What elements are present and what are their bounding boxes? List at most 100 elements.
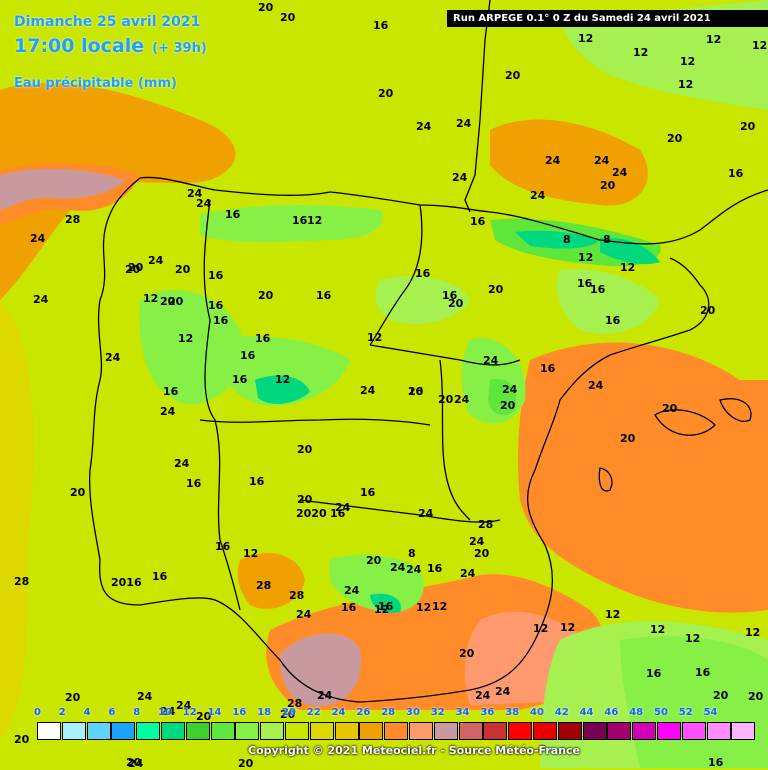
contour-label: 24 bbox=[456, 117, 472, 130]
contour-label: 28 bbox=[287, 697, 303, 710]
contour-label: 28 bbox=[256, 579, 272, 592]
legend-color-box bbox=[136, 722, 161, 740]
contour-label: 24 bbox=[406, 563, 422, 576]
contour-label: 16 bbox=[215, 540, 231, 553]
contour-label: 24 bbox=[317, 689, 333, 702]
legend-tick-label: 22 bbox=[306, 707, 321, 718]
contour-label: 12 bbox=[680, 55, 696, 68]
legend-color-box bbox=[533, 722, 557, 740]
contour-label: 20 bbox=[14, 733, 30, 746]
legend-tick-label: 48 bbox=[629, 707, 644, 718]
contour-label: 16 bbox=[695, 666, 711, 679]
legend-tick-label: 20 bbox=[282, 707, 296, 718]
legend-color-box bbox=[632, 722, 657, 740]
contour-label: 20 bbox=[126, 756, 142, 769]
legend-color-box bbox=[86, 722, 111, 740]
contour-label: 12 bbox=[605, 608, 621, 621]
contour-label: 12 bbox=[685, 632, 701, 645]
contour-label: 20 bbox=[280, 708, 296, 721]
contour-label: 24 bbox=[160, 405, 176, 418]
contour-label: 20 bbox=[258, 289, 274, 302]
contour-label: 16 bbox=[152, 570, 168, 583]
contour-label: 12 bbox=[578, 251, 594, 264]
date-title: Dimanche 25 avril 2021 bbox=[14, 14, 201, 30]
contour-label: 20 bbox=[459, 647, 475, 660]
legend-color-box bbox=[161, 722, 185, 740]
legend-tick-label: 40 bbox=[530, 707, 544, 718]
contour-label: 20 bbox=[448, 297, 464, 310]
contour-label: 16 bbox=[408, 385, 424, 398]
legend-tick-label: 2 bbox=[58, 707, 66, 718]
contour-label: 20 bbox=[378, 87, 394, 100]
contour-label: 16 bbox=[708, 756, 724, 769]
contour-label: 16 bbox=[590, 283, 606, 296]
legend-color-box bbox=[37, 722, 61, 740]
contour-label: 12 bbox=[307, 214, 323, 227]
legend-tick-label: 38 bbox=[505, 707, 520, 718]
legend-tick-label: 36 bbox=[480, 707, 495, 718]
contour-label: 16 bbox=[232, 373, 248, 386]
legend-color-box bbox=[508, 722, 533, 740]
contour-label: 28 bbox=[65, 213, 81, 226]
contour-label: 20 bbox=[128, 261, 144, 274]
legend-tick-label: 34 bbox=[455, 707, 470, 718]
contour-label: 24 bbox=[296, 608, 312, 621]
contour-label: 16 bbox=[470, 215, 486, 228]
contour-label: 16 bbox=[373, 19, 389, 32]
contour-label: 24 bbox=[148, 254, 164, 267]
contour-label: 12 bbox=[143, 292, 159, 305]
contour-label: 24 bbox=[137, 690, 153, 703]
contour-label: 12 bbox=[275, 373, 291, 386]
contour-label: 20 bbox=[366, 554, 382, 567]
legend-color-box bbox=[582, 722, 607, 740]
contour-label: 24 bbox=[390, 561, 406, 574]
contour-label: 12 bbox=[243, 547, 259, 560]
legend-color-box bbox=[260, 722, 285, 740]
contour-label: 12 bbox=[620, 261, 636, 274]
legend-tick-label: 0 bbox=[34, 707, 41, 718]
legend-tick-label: 52 bbox=[678, 707, 693, 718]
contour-label: 16 bbox=[292, 214, 308, 227]
contour-label: 12 bbox=[374, 603, 390, 616]
contour-label: 16 bbox=[540, 362, 556, 375]
legend-color-box bbox=[483, 722, 508, 740]
contour-label: 24 bbox=[469, 535, 485, 548]
legend-color-box bbox=[409, 722, 433, 740]
contour-label: 24 bbox=[33, 293, 49, 306]
contour-label: 16 bbox=[360, 486, 376, 499]
contour-label: 16 bbox=[316, 289, 332, 302]
legend-tick-label: 10 bbox=[158, 707, 172, 718]
legend-color-box bbox=[657, 722, 681, 740]
contour-label: 16 bbox=[208, 269, 224, 282]
run-info-bar: Run ARPEGE 0.1° 0 Z du Samedi 24 avril 2… bbox=[447, 10, 768, 27]
legend-tick-label: 54 bbox=[703, 707, 718, 718]
contour-label: 24 bbox=[176, 699, 192, 712]
contour-label: 20 bbox=[600, 179, 616, 192]
legend-tick-label: 4 bbox=[83, 707, 91, 718]
contour-label: 24 bbox=[160, 705, 176, 718]
legend-color-box bbox=[731, 722, 756, 740]
contour-label: 12 bbox=[650, 623, 666, 636]
legend-tick-label: 14 bbox=[207, 707, 222, 718]
contour-label: 28 bbox=[478, 518, 494, 531]
contour-label: 20 bbox=[713, 689, 729, 702]
contour-label: 16 bbox=[249, 475, 265, 488]
contour-label: 16 bbox=[728, 167, 744, 180]
legend-color-box bbox=[235, 722, 260, 740]
contour-label: 2016 bbox=[111, 576, 142, 589]
contour-label: 16 bbox=[330, 507, 346, 520]
contour-label: 24 bbox=[483, 354, 499, 367]
legend-color-box bbox=[359, 722, 384, 740]
legend-color-box bbox=[334, 722, 359, 740]
contour-label: 24 bbox=[475, 689, 491, 702]
contour-label: 12 bbox=[533, 622, 549, 635]
contour-label: 24 bbox=[174, 457, 190, 470]
legend-color-box bbox=[309, 722, 334, 740]
legend-tick-label: 6 bbox=[108, 707, 116, 718]
legend-tick-label: 26 bbox=[356, 707, 371, 718]
contour-label: 16 bbox=[186, 477, 202, 490]
contour-label: 24 bbox=[344, 584, 360, 597]
contour-label: 20 bbox=[168, 295, 184, 308]
contour-label: 12 bbox=[578, 32, 594, 45]
contour-label: 16 bbox=[378, 600, 394, 613]
